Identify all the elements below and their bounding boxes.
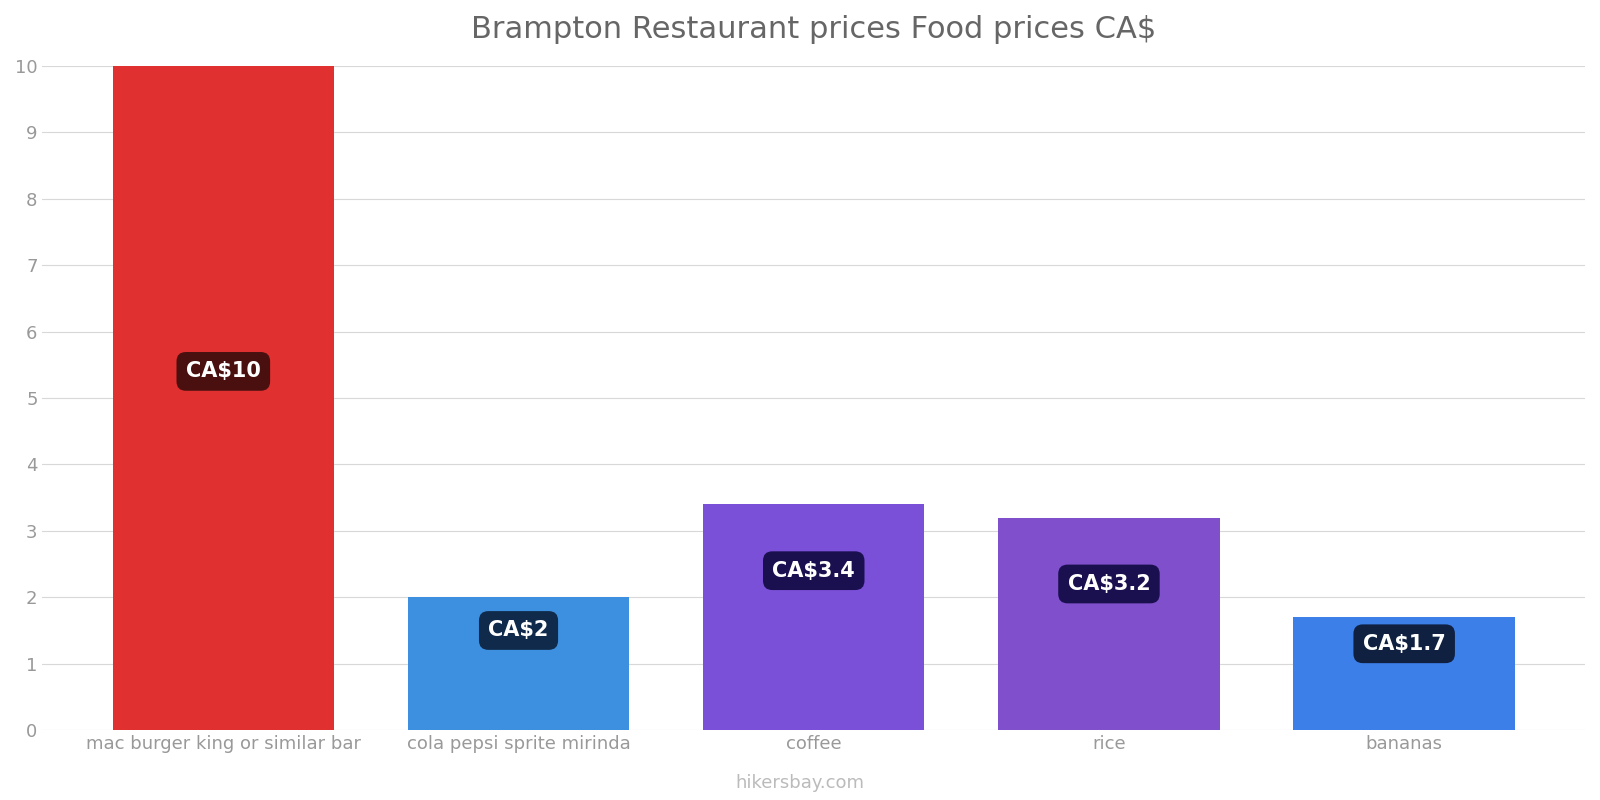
Bar	[112, 66, 334, 730]
Text: hikersbay.com: hikersbay.com	[736, 774, 864, 792]
Text: CA$1.7: CA$1.7	[1363, 634, 1445, 654]
Bar	[408, 598, 629, 730]
Text: CA$10: CA$10	[186, 362, 261, 382]
Text: CA$3.2: CA$3.2	[1067, 574, 1150, 594]
Title: Brampton Restaurant prices Food prices CA$: Brampton Restaurant prices Food prices C…	[470, 15, 1157, 44]
Bar	[1293, 617, 1515, 730]
Bar	[998, 518, 1219, 730]
Text: CA$3.4: CA$3.4	[773, 561, 854, 581]
Text: CA$2: CA$2	[488, 621, 549, 641]
Bar	[702, 504, 925, 730]
